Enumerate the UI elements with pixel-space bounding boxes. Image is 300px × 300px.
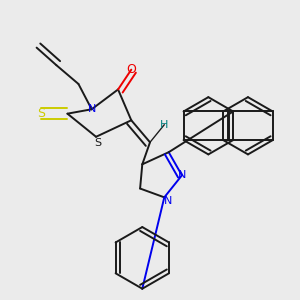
Text: N: N <box>164 196 172 206</box>
Text: N: N <box>88 104 96 114</box>
Text: O: O <box>126 63 136 76</box>
Text: N: N <box>178 170 186 180</box>
Text: S: S <box>95 138 102 148</box>
Text: H: H <box>160 120 169 130</box>
Text: S: S <box>37 107 45 120</box>
